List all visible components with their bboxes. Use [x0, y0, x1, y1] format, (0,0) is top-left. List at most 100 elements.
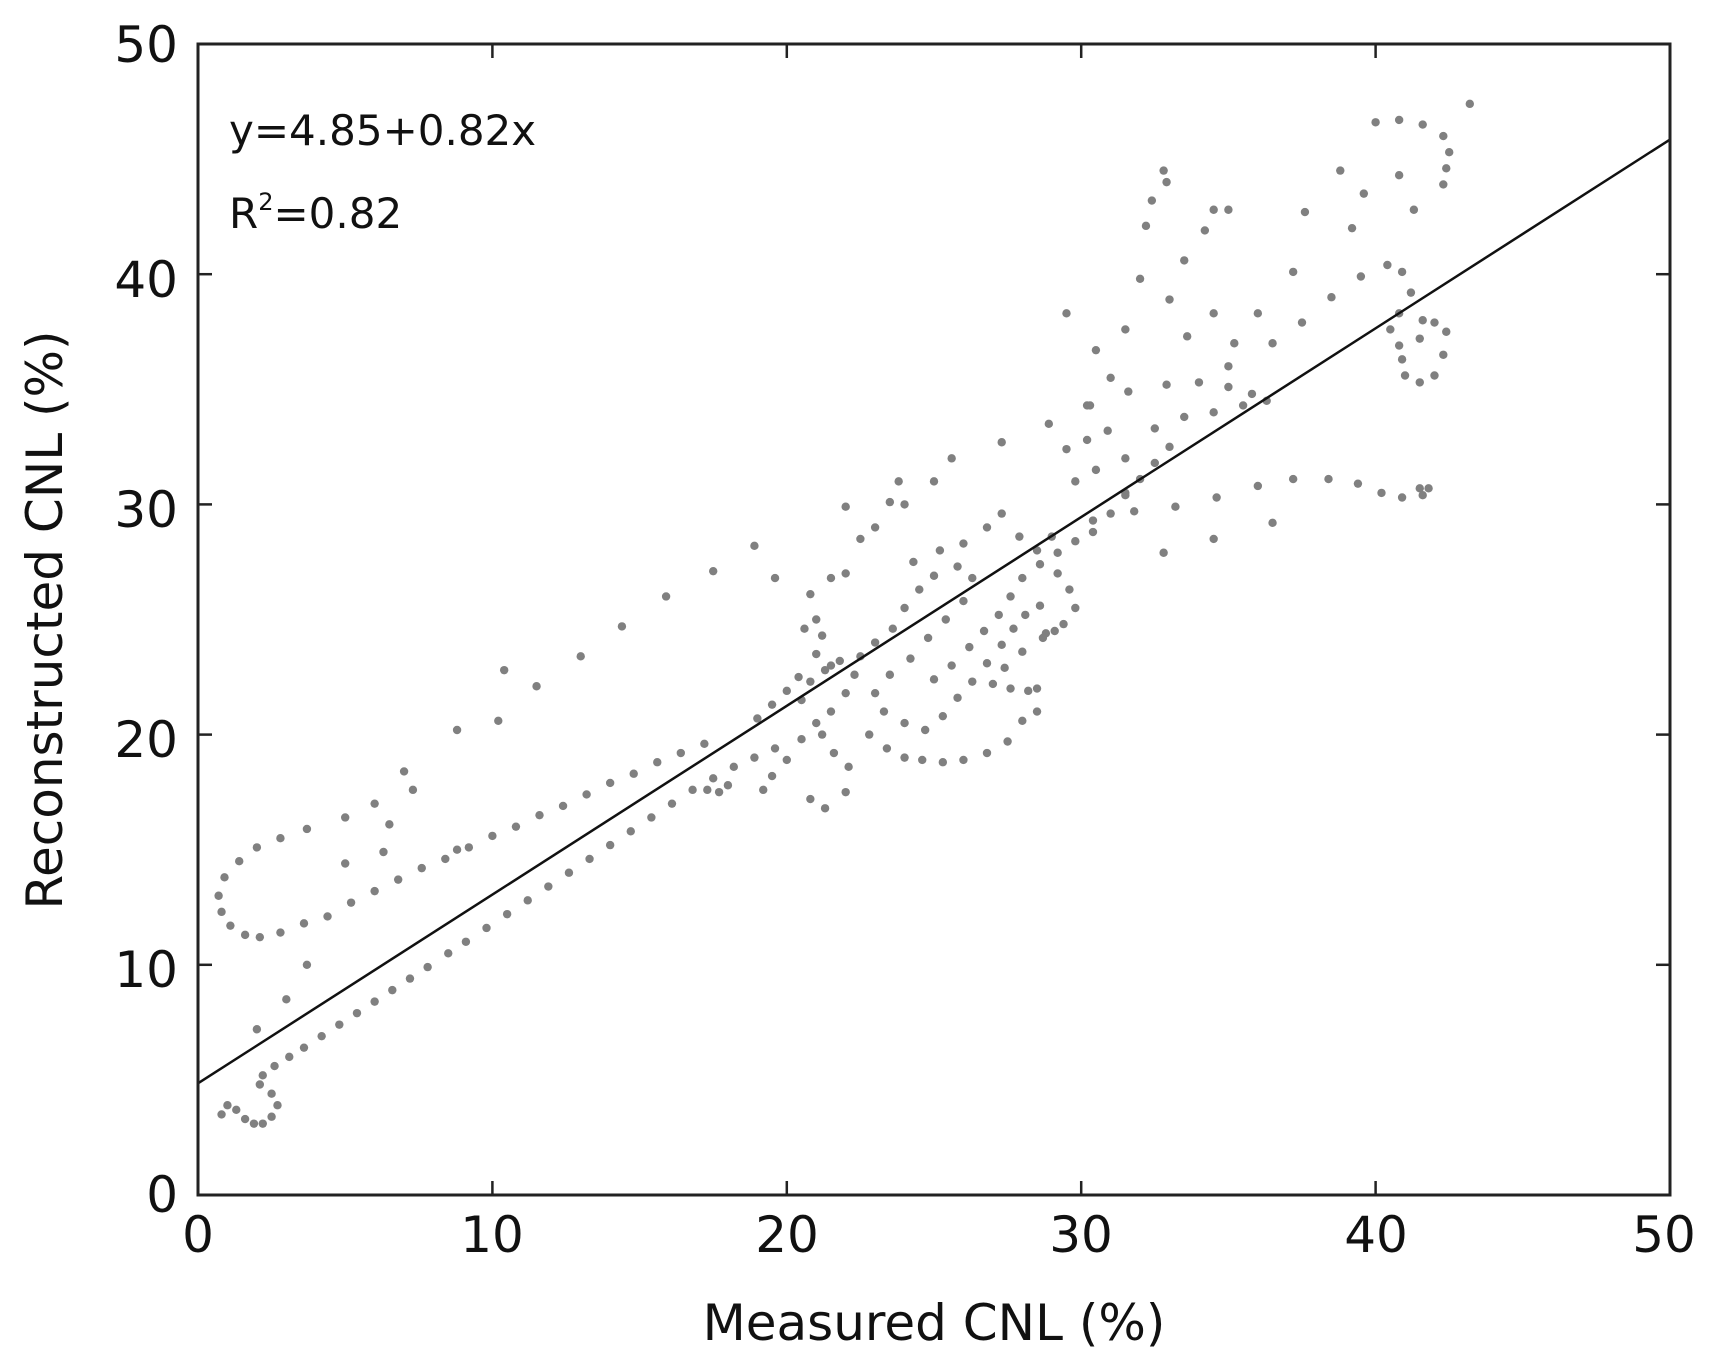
x-tick-label: 50 [1632, 1206, 1696, 1264]
data-point [1147, 196, 1157, 205]
data-point [688, 785, 697, 795]
data-point [393, 875, 403, 884]
data-point [885, 497, 895, 507]
data-point [1253, 481, 1263, 491]
data-point [535, 810, 544, 820]
data-point [1394, 341, 1404, 350]
x-tick-label: 20 [755, 1206, 819, 1264]
data-point [341, 813, 350, 822]
data-point [223, 1101, 232, 1110]
data-point [1059, 619, 1068, 629]
data-point [1035, 560, 1045, 569]
data-point [1091, 465, 1101, 475]
data-point [894, 477, 903, 486]
data-point [841, 569, 850, 578]
data-point [1230, 339, 1239, 348]
data-point [1150, 458, 1160, 468]
data-point [900, 753, 909, 762]
data-point [826, 573, 836, 583]
data-point [959, 539, 968, 548]
data-point [829, 748, 839, 758]
data-point [703, 785, 712, 795]
data-point [564, 868, 574, 877]
data-point [532, 682, 541, 691]
data-point [1018, 573, 1027, 583]
data-point [900, 718, 909, 728]
data-point [723, 781, 733, 790]
data-point [909, 557, 918, 567]
data-point [1394, 115, 1404, 125]
data-point [826, 707, 836, 716]
data-point [1224, 362, 1233, 371]
data-point [767, 771, 777, 781]
data-point [1015, 532, 1024, 541]
data-point [1224, 205, 1233, 214]
data-point [1397, 493, 1407, 502]
data-point [255, 1080, 265, 1089]
data-point [941, 615, 950, 624]
r-squared: R2=0.82 [229, 188, 402, 238]
data-point [1082, 435, 1092, 445]
data-point [252, 843, 262, 852]
data-point [1150, 424, 1160, 433]
data-point [988, 679, 998, 689]
data-point [370, 886, 379, 896]
data-point [1247, 389, 1257, 399]
data-point [273, 1101, 282, 1110]
data-point [1088, 527, 1098, 537]
data-point [1300, 207, 1310, 217]
data-point [753, 714, 762, 723]
data-point [1180, 256, 1189, 265]
data-point [226, 921, 235, 930]
data-point [1209, 534, 1218, 544]
data-point [982, 659, 992, 668]
data-point [1209, 309, 1218, 318]
data-point [370, 997, 379, 1006]
data-point [1088, 516, 1098, 525]
data-point [1009, 624, 1018, 633]
data-point [441, 854, 450, 864]
data-point [820, 665, 830, 675]
data-point [605, 778, 615, 788]
data-point [399, 767, 409, 776]
data-point [1209, 205, 1218, 214]
data-point [1024, 686, 1033, 696]
data-point [1071, 603, 1080, 613]
data-point [806, 589, 815, 599]
data-point [235, 857, 244, 866]
data-point [938, 711, 948, 721]
data-point [1053, 548, 1062, 557]
data-point [1288, 267, 1298, 277]
data-point [408, 785, 418, 795]
data-point [929, 571, 939, 580]
data-point [267, 1089, 276, 1098]
data-point [1165, 295, 1174, 304]
data-point [850, 670, 859, 679]
r-squared-superscript: 2 [258, 188, 273, 216]
data-point [1003, 737, 1012, 746]
data-point [1465, 99, 1475, 109]
data-point [647, 813, 656, 822]
data-point [452, 845, 462, 854]
data-point [938, 758, 948, 767]
data-point [605, 840, 615, 850]
data-point [1006, 592, 1015, 601]
data-point [576, 652, 585, 661]
data-point [1297, 318, 1307, 327]
plot-frame [196, 42, 1672, 1197]
data-point [585, 854, 594, 864]
data-point [1394, 171, 1404, 180]
data-point [653, 758, 662, 767]
data-point [806, 677, 815, 686]
data-point [1121, 325, 1130, 334]
data-point [709, 566, 718, 576]
x-axis-label: Measured CNL (%) [703, 1294, 1166, 1352]
data-point [299, 919, 309, 928]
data-point [817, 730, 827, 739]
data-point [870, 523, 880, 532]
data-point [1386, 325, 1395, 334]
data-point [1356, 272, 1366, 281]
data-point [1194, 378, 1204, 387]
data-point [794, 672, 803, 682]
